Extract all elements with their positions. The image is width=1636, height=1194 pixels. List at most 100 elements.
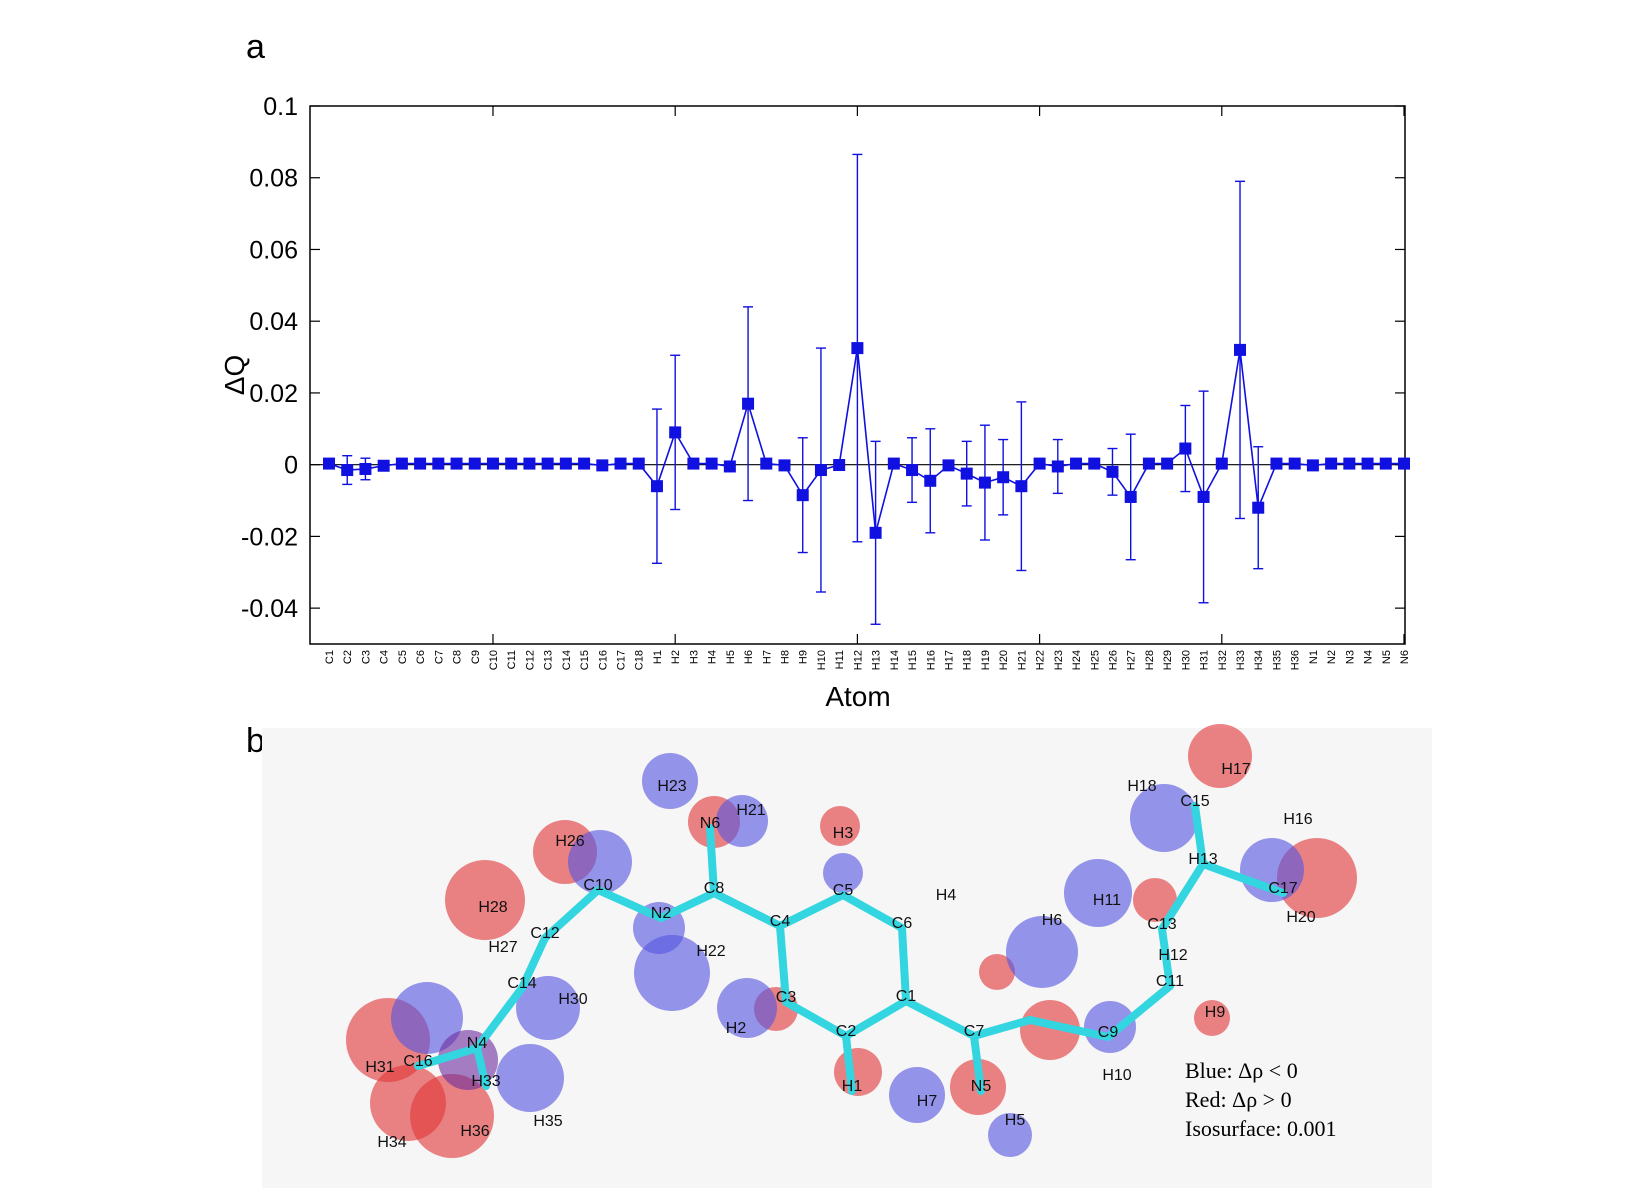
atom-label: C17 — [1268, 880, 1297, 897]
atom-label: C12 — [530, 925, 559, 942]
density-lobe — [1133, 878, 1177, 922]
atom-label: H9 — [1205, 1004, 1226, 1021]
data-point — [924, 474, 937, 487]
x-tick-label: H30 — [1180, 650, 1192, 670]
molecule-density-image: H23 H21 N6 H3 H26 C10 C8 C5 H4 H28 N2 C4 C6 H27 C12 C14… — [262, 724, 1432, 1188]
x-tick-label: C15 — [579, 650, 591, 670]
bond — [657, 889, 718, 922]
atom-label: H13 — [1188, 851, 1217, 868]
x-tick-label: H28 — [1144, 650, 1156, 670]
data-point — [614, 457, 627, 470]
bond — [1158, 860, 1207, 933]
panel-label-b: b — [246, 722, 265, 760]
molecule-bonds — [414, 802, 1287, 1095]
y-tick-label: 0.1 — [263, 93, 298, 121]
x-tick-label: H29 — [1162, 650, 1174, 670]
data-point — [486, 457, 499, 470]
data-point — [1270, 457, 1283, 470]
atom-label: H20 — [1286, 909, 1315, 926]
legend-red: Red: Δρ > 0 — [1185, 1087, 1292, 1112]
data-point — [432, 457, 445, 470]
x-tick-label: H2 — [670, 650, 682, 664]
y-tick-label: 0.06 — [249, 236, 298, 264]
data-point — [742, 397, 755, 410]
x-tick-label: C1 — [324, 650, 336, 664]
data-point — [723, 460, 736, 473]
data-point — [559, 457, 572, 470]
bond — [842, 997, 910, 1040]
atom-label: C1 — [896, 988, 917, 1005]
data-point — [997, 471, 1010, 484]
data-point — [468, 457, 481, 470]
panel-label-a: a — [246, 28, 265, 66]
x-tick-label: H17 — [943, 650, 955, 670]
x-tick-label: C7 — [433, 650, 445, 664]
atom-label: H30 — [558, 991, 587, 1008]
atom-label: H34 — [377, 1134, 406, 1151]
density-lobe — [1194, 1000, 1230, 1036]
atom-label: H21 — [736, 802, 765, 819]
y-axis: 0.1 0.08 0.06 0.04 0.02 0 -0.02 -0.04 — [241, 93, 1405, 623]
data-point — [1306, 459, 1319, 472]
density-lobe — [634, 935, 710, 1011]
y-tick-label: -0.02 — [241, 523, 298, 551]
data-point — [1343, 457, 1356, 470]
density-lobe — [410, 1074, 494, 1158]
data-point — [1398, 457, 1410, 470]
x-tick-label: H25 — [1089, 650, 1101, 670]
atom-label: H31 — [365, 1059, 394, 1076]
atom-label: H11 — [1093, 892, 1121, 909]
data-point — [1088, 457, 1101, 470]
data-point — [669, 426, 682, 439]
x-tick-label: C4 — [379, 650, 391, 664]
y-tick-label: 0.08 — [249, 165, 298, 193]
density-lobe — [568, 830, 632, 894]
atom-label: N2 — [651, 905, 672, 922]
data-point — [851, 342, 864, 355]
data-point — [1215, 457, 1228, 470]
x-tick-label: H12 — [852, 650, 864, 670]
bond — [1158, 925, 1174, 990]
atom-label: H2 — [726, 1020, 747, 1037]
atom-label: H7 — [917, 1093, 938, 1110]
data-point — [505, 457, 518, 470]
x-tick-label: H7 — [761, 650, 773, 664]
bond — [473, 1044, 490, 1090]
x-tick-label: H1 — [652, 650, 664, 664]
y-tick-label: -0.04 — [241, 595, 298, 623]
atom-label: H17 — [1221, 761, 1250, 778]
data-point — [1288, 457, 1301, 470]
density-lobe — [445, 860, 525, 940]
atom-label: C3 — [776, 989, 797, 1006]
y-tick-label: 0.02 — [249, 380, 298, 408]
x-tick-label: H31 — [1199, 650, 1211, 670]
atom-label: H36 — [460, 1123, 489, 1140]
y-tick-label: 0 — [284, 452, 298, 480]
atom-label: C15 — [1180, 793, 1209, 810]
x-tick-label: N3 — [1344, 650, 1356, 664]
atom-label: H23 — [657, 778, 686, 795]
atom-label: C5 — [833, 882, 854, 899]
x-tick-label: N2 — [1326, 650, 1338, 664]
data-point — [541, 457, 554, 470]
bond — [902, 997, 978, 1040]
density-lobe — [496, 1044, 564, 1112]
atom-label: H27 — [488, 939, 517, 956]
x-tick-label: C12 — [524, 650, 536, 670]
data-point — [1325, 457, 1338, 470]
data-point — [632, 457, 645, 470]
density-lobe — [716, 795, 768, 847]
atom-label: H28 — [478, 899, 507, 916]
data-point — [1179, 442, 1192, 455]
data-point — [778, 459, 791, 472]
y-tick-label: 0.04 — [249, 308, 298, 336]
bond — [594, 886, 665, 922]
x-tick-label: H20 — [998, 650, 1010, 670]
density-lobe — [1006, 916, 1078, 988]
legend-isosurface: Isosurface: 0.001 — [1185, 1116, 1337, 1141]
x-tick-label: C8 — [452, 650, 464, 664]
bond — [970, 1016, 1034, 1040]
x-tick-label: C9 — [470, 650, 482, 664]
atom-label: H3 — [833, 825, 854, 842]
